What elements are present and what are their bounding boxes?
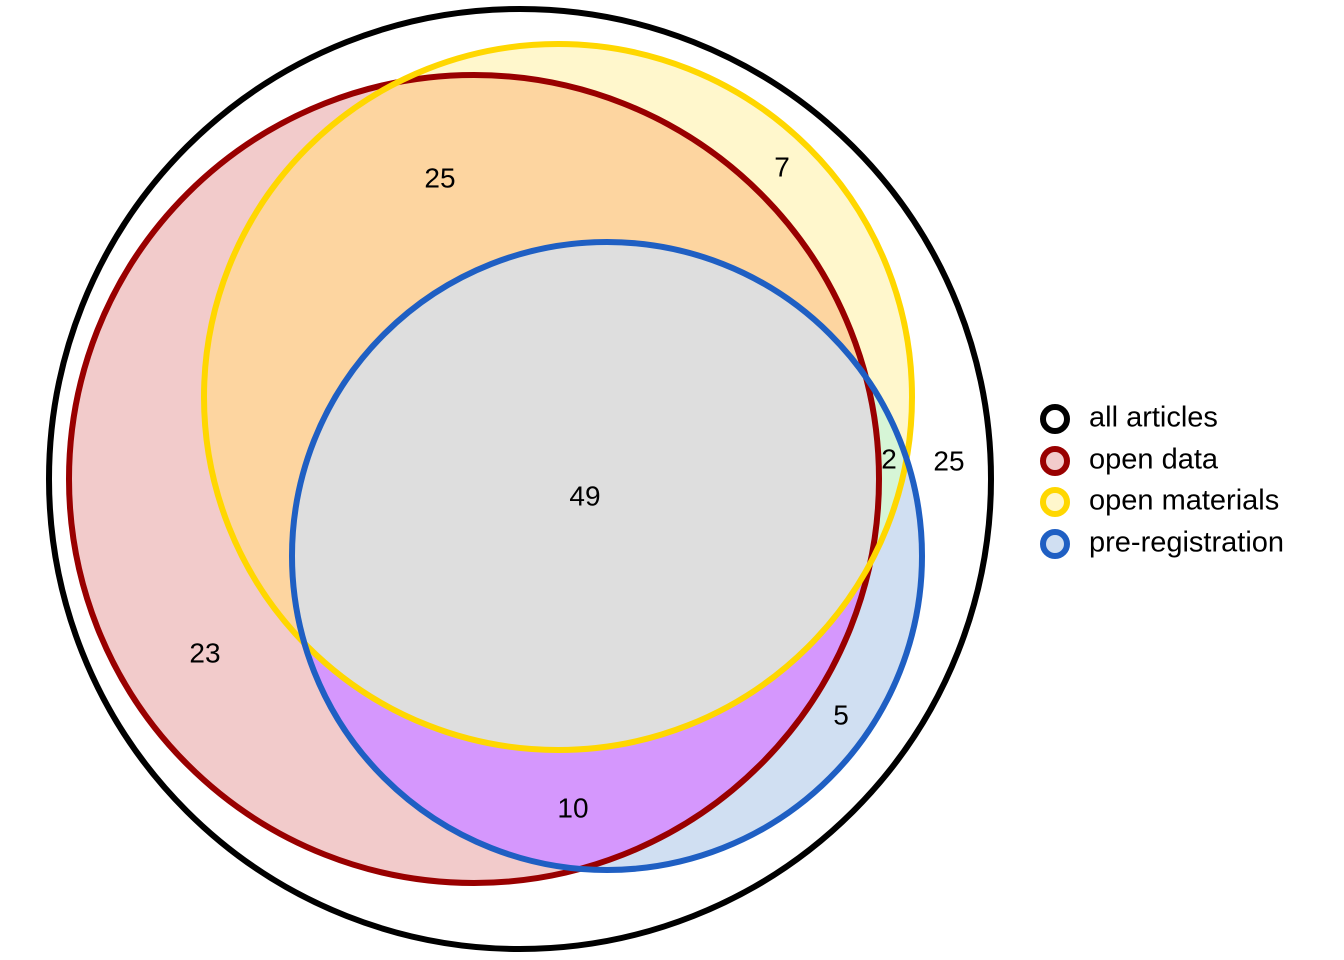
count-materials-prereg: 2 <box>881 443 897 474</box>
count-data-only: 23 <box>189 637 220 668</box>
open-materials-outline <box>201 41 915 753</box>
legend-swatch-icon <box>1040 446 1070 476</box>
pre-registration-outline <box>289 239 925 873</box>
legend-label: open data <box>1089 444 1219 476</box>
legend-swatch-icon <box>1040 404 1070 434</box>
legend-item-open-materials: open materials <box>1040 485 1279 517</box>
count-data-materials: 25 <box>424 162 455 193</box>
legend-swatch-icon <box>1040 487 1070 517</box>
legend-swatch-icon <box>1040 529 1070 559</box>
legend-label: pre-registration <box>1089 527 1284 559</box>
legend-item-all-articles: all articles <box>1040 402 1218 434</box>
count-data-prereg: 10 <box>557 792 588 823</box>
all-articles-outline <box>46 6 994 952</box>
legend-label: open materials <box>1089 485 1279 517</box>
legend-label: all articles <box>1089 402 1218 434</box>
count-all-three: 49 <box>569 480 600 511</box>
legend-item-pre-registration: pre-registration <box>1040 527 1284 559</box>
count-none: 25 <box>933 445 964 476</box>
open-data-outline <box>66 72 882 886</box>
count-prereg-only: 5 <box>833 699 849 730</box>
legend-item-open-data: open data <box>1040 444 1219 476</box>
legend: all articles open data open materials pr… <box>1040 402 1284 559</box>
count-materials-only: 7 <box>774 151 790 182</box>
